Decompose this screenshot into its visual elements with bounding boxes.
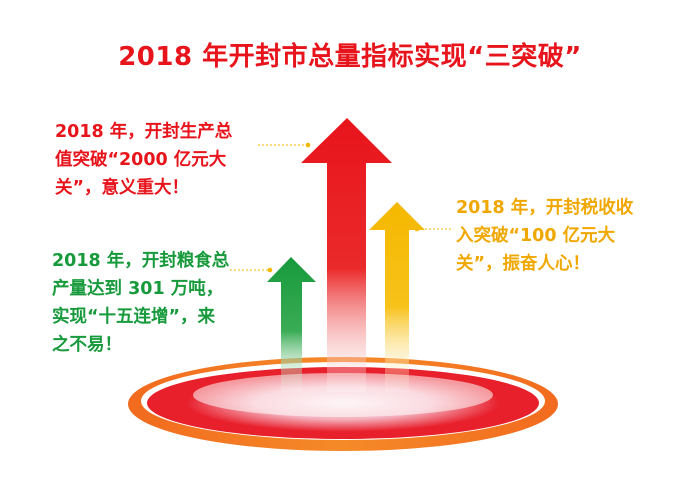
gdp-note-line: 2018 年，开封生产总 [55, 122, 233, 142]
yellow-arrow-icon [369, 202, 425, 392]
gdp-note-line: 值突破“2000 亿元大 [55, 150, 227, 170]
tax-note-line: 关”，振奋人心！ [456, 254, 591, 274]
grain-note-line: 2018 年，开封粮食总 [52, 251, 230, 271]
tax-note-line: 2018 年，开封税收收 [456, 198, 634, 218]
grain-note-line: 实现“十五连增”，来 [52, 307, 216, 327]
leader-lines [230, 142, 452, 273]
gdp-note: 2018 年，开封生产总 值突破“2000 亿元大 关”，意义重大！ [55, 118, 285, 202]
grain-note-line: 产量达到 301 万吨， [52, 279, 224, 299]
tax-note: 2018 年，开封税收收 入突破“100 亿元大 关”，振奋人心！ [456, 194, 686, 278]
gdp-note-line: 关”，意义重大！ [55, 178, 190, 198]
grain-note: 2018 年，开封粮食总 产量达到 301 万吨， 实现“十五连增”，来 之不易… [52, 247, 262, 359]
grain-note-line: 之不易！ [52, 335, 122, 355]
platform-base [128, 357, 558, 451]
red-arrow-icon [301, 118, 392, 392]
page-title: 2018 年开封市总量指标实现“三突破” [118, 42, 582, 72]
green-arrow-icon [267, 257, 316, 392]
tax-note-line: 入突破“100 亿元大 [456, 226, 616, 246]
